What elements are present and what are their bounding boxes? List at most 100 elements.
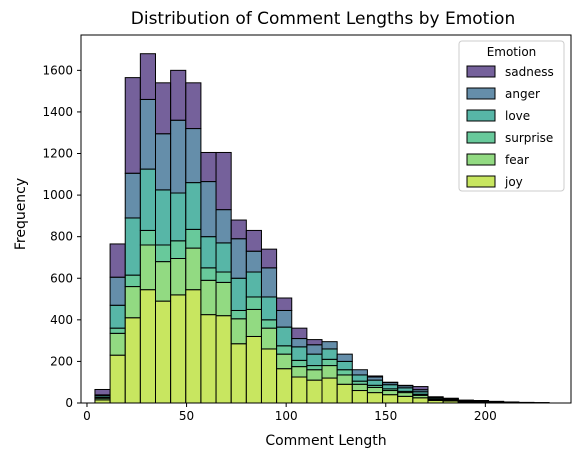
y-tick-label: 1200	[42, 147, 73, 161]
y-axis-label: Frequency	[13, 178, 29, 250]
bar-sadness-bin-6	[185, 82, 202, 130]
bar-anger-bin-15	[321, 341, 338, 350]
y-tick-label: 1600	[42, 63, 73, 77]
bar-love-bin-18	[366, 379, 384, 386]
bar-fear-bin-15	[321, 365, 338, 379]
bar-surprise-bin-6	[185, 228, 202, 249]
bar-love-bin-7	[200, 236, 217, 269]
bar-sadness-bin-2	[124, 77, 141, 174]
bar-fear-bin-6	[185, 247, 202, 291]
bar-joy-bin-15	[321, 377, 338, 404]
bar-anger-bin-14	[306, 344, 323, 355]
bar-love-bin-8	[215, 242, 232, 273]
bar-anger-bin-4	[154, 133, 172, 191]
legend-label-joy: joy	[504, 175, 523, 189]
bar-sadness-bin-5	[170, 69, 187, 121]
bar-sadness-bin-11	[260, 248, 278, 269]
bar-fear-bin-9	[230, 318, 247, 345]
bar-anger-bin-8	[215, 209, 232, 244]
bar-fear-bin-8	[215, 281, 232, 317]
bar-love-bin-12	[276, 326, 293, 347]
bar-love-bin-20	[397, 387, 414, 392]
bar-love-bin-15	[321, 348, 338, 360]
x-tick-label: 100	[275, 409, 298, 423]
legend: Emotion sadness anger love surprise fear joy	[458, 40, 565, 192]
bar-fear-bin-14	[306, 369, 323, 381]
bar-joy-bin-1	[109, 354, 126, 404]
bar-surprise-bin-2	[124, 274, 141, 288]
bar-love-bin-10	[245, 271, 262, 298]
bar-joy-bin-12	[276, 368, 293, 404]
bar-fear-bin-7	[200, 279, 217, 316]
bar-love-bin-9	[230, 277, 247, 311]
bar-joy-bin-14	[306, 379, 323, 404]
bar-sadness-bin-8	[215, 151, 232, 211]
bar-sadness-bin-9	[230, 219, 247, 240]
bar-sadness-bin-3	[139, 53, 156, 100]
bar-surprise-bin-12	[276, 345, 293, 355]
bar-surprise-bin-16	[336, 369, 353, 376]
bar-love-bin-14	[306, 353, 323, 367]
bar-joy-bin-20	[397, 395, 414, 404]
bar-joy-bin-10	[245, 335, 262, 404]
bar-surprise-bin-14	[306, 365, 323, 371]
bar-joy-bin-9	[230, 343, 247, 404]
bar-love-bin-17	[351, 374, 368, 382]
bar-joy-bin-3	[139, 289, 156, 404]
bar-love-bin-4	[154, 189, 172, 246]
bar-surprise-bin-5	[170, 240, 187, 260]
bar-anger-bin-10	[245, 250, 262, 273]
bar-anger-bin-3	[139, 98, 156, 170]
x-tick-label: 150	[374, 409, 397, 423]
y-tick-label: 1400	[42, 105, 73, 119]
legend-swatch-love	[466, 109, 496, 122]
bar-anger-bin-9	[230, 238, 247, 279]
y-tick-label: 600	[50, 271, 73, 285]
x-axis-label: Comment Length	[265, 433, 386, 449]
bar-anger-bin-1	[109, 276, 126, 306]
bar-anger-bin-6	[185, 128, 202, 184]
bar-joy-bin-2	[124, 317, 141, 404]
bar-joy-bin-17	[351, 390, 368, 404]
bar-surprise-bin-11	[260, 319, 278, 329]
y-tick-label: 0	[65, 396, 73, 410]
bar-fear-bin-20	[397, 392, 414, 397]
bar-sadness-bin-18	[366, 375, 384, 378]
bar-fear-bin-19	[382, 390, 399, 396]
legend-label-love: love	[505, 109, 530, 123]
x-tick-label: 200	[474, 409, 497, 423]
legend-label-surprise: surprise	[505, 131, 553, 145]
bar-love-bin-1	[109, 304, 126, 329]
bar-love-bin-2	[124, 217, 141, 276]
bar-love-bin-16	[336, 360, 353, 371]
bar-joy-bin-5	[170, 294, 187, 404]
bar-joy-bin-19	[382, 394, 399, 404]
bar-fear-bin-18	[366, 386, 384, 394]
bar-sadness-bin-13	[291, 327, 308, 340]
bar-fear-bin-5	[170, 258, 187, 296]
bar-fear-bin-1	[109, 332, 126, 356]
bar-love-bin-13	[291, 346, 308, 361]
axes-layer: 0 50 100 150 200 0 200 400 600 800 1000 1200 1400 160…	[42, 34, 572, 423]
bar-sadness-bin-10	[245, 229, 262, 252]
x-tick-label: 0	[83, 409, 91, 423]
bar-surprise-bin-4	[154, 244, 172, 263]
bar-sadness-bin-21	[412, 386, 429, 391]
bar-fear-bin-13	[291, 366, 308, 378]
bar-love-bin-3	[139, 168, 156, 231]
legend-swatch-joy	[466, 175, 496, 188]
bar-anger-bin-2	[124, 172, 141, 219]
bar-anger-bin-7	[200, 181, 217, 238]
legend-label-sadness: sadness	[505, 65, 554, 79]
bar-anger-bin-16	[336, 353, 353, 362]
bar-fear-bin-17	[351, 383, 368, 392]
y-tick-label: 400	[50, 313, 73, 327]
bars-layer	[94, 53, 550, 404]
bar-joy-bin-8	[215, 315, 232, 404]
bar-surprise-bin-15	[321, 358, 338, 367]
legend-label-anger: anger	[505, 87, 540, 101]
bar-love-bin-6	[185, 182, 202, 230]
bar-sadness-bin-12	[276, 297, 293, 311]
legend-swatch-sadness	[466, 65, 496, 78]
y-tick-label: 1000	[42, 188, 73, 202]
